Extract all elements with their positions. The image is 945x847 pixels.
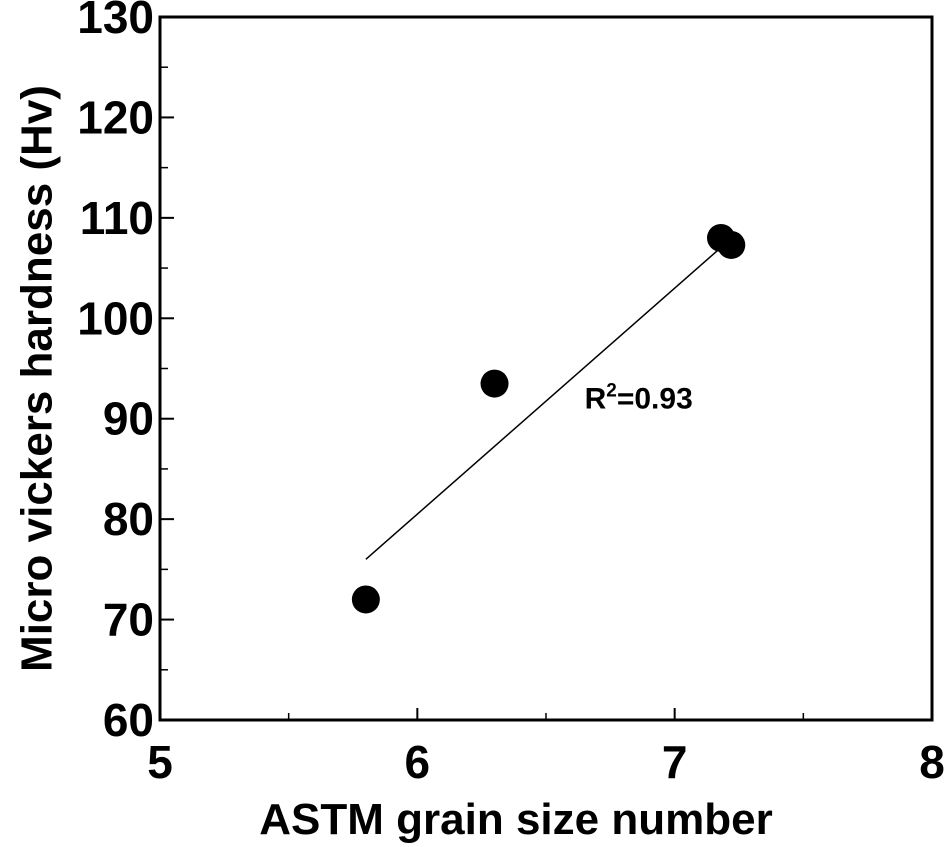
plot-frame	[158, 15, 934, 722]
data-point	[480, 369, 509, 398]
y-tick-label: 60	[103, 694, 154, 746]
r-squared-annotation: R2=0.93	[585, 381, 693, 416]
y-axis-title: Micro vickers hardness (Hv)	[13, 85, 62, 672]
axis-tick-labels: 5 6 7 8 60 70 80 90 100 110 120 130	[77, 0, 945, 788]
x-tick-label: 7	[662, 736, 688, 788]
x-tick-label: 6	[405, 736, 431, 788]
x-tick-label: 5	[147, 736, 173, 788]
trend-line	[365, 242, 727, 560]
y-tick-label: 70	[103, 594, 154, 646]
y-tick-label: 110	[80, 192, 154, 244]
axis-ticks	[159, 16, 933, 721]
data-points	[351, 223, 746, 614]
y-tick-label: 120	[77, 91, 154, 143]
y-tick-label: 80	[103, 493, 154, 545]
y-tick-label: 100	[77, 292, 154, 344]
data-point	[717, 230, 746, 259]
x-axis-title: ASTM grain size number	[259, 795, 772, 844]
y-tick-label: 130	[77, 0, 154, 43]
x-tick-label: 8	[919, 736, 945, 788]
y-tick-label: 90	[103, 393, 154, 445]
data-point	[351, 585, 380, 614]
